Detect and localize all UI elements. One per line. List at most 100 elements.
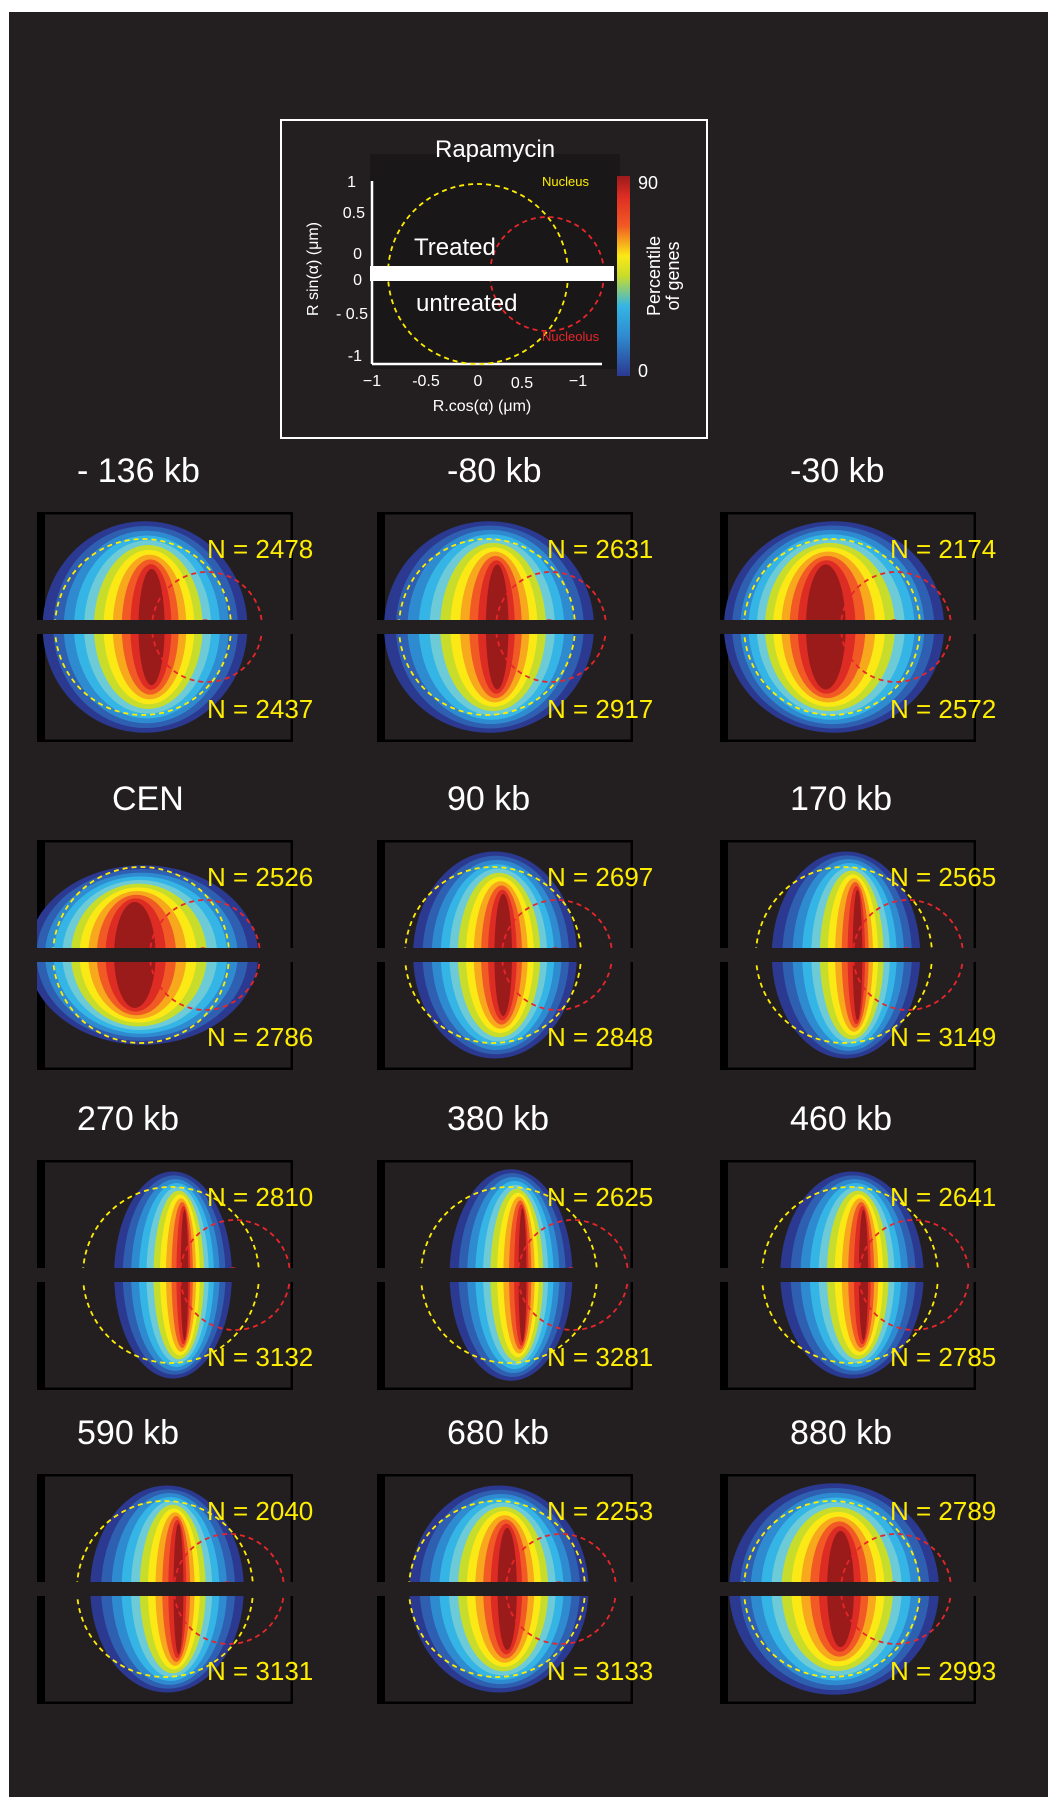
heatmap-panel: 880 kb N = 2789 N = 2993 bbox=[720, 1414, 996, 1704]
treated-untreated-divider bbox=[720, 948, 976, 962]
n-treated-label: N = 2174 bbox=[890, 534, 997, 564]
heatmap-plot bbox=[377, 512, 633, 742]
treated-untreated-divider bbox=[720, 1582, 976, 1596]
n-treated-label: N = 2565 bbox=[890, 862, 997, 892]
x-axis-label: R.cos(α) (μm) bbox=[433, 398, 531, 415]
figure-canvas: Rapamycin Treated untreated Nucleus Nucl… bbox=[9, 12, 1048, 1797]
untreated-label: untreated bbox=[416, 290, 517, 317]
heatmap-plot bbox=[377, 840, 633, 1070]
nucleus-label: Nucleus bbox=[542, 174, 589, 189]
n-untreated-label: N = 2437 bbox=[207, 694, 314, 724]
y-tick: 0 bbox=[353, 246, 362, 263]
treated-label: Treated bbox=[414, 234, 496, 261]
treated-untreated-divider bbox=[377, 620, 633, 634]
treated-untreated-divider bbox=[377, 948, 633, 962]
legend-plot-frame bbox=[370, 154, 620, 369]
n-untreated-label: N = 3281 bbox=[547, 1342, 654, 1372]
treated-untreated-divider bbox=[720, 620, 976, 634]
x-tick: −1 bbox=[569, 373, 587, 390]
colorbar-label-line1: Percentile bbox=[644, 236, 664, 316]
x-tick: −1 bbox=[363, 373, 381, 390]
treated-untreated-divider bbox=[37, 620, 293, 634]
colorbar-max: 90 bbox=[638, 173, 658, 193]
y-axis-label: R sin(α) (μm) bbox=[305, 222, 322, 316]
n-untreated-label: N = 3132 bbox=[207, 1342, 314, 1372]
heatmap-plot bbox=[720, 512, 976, 742]
n-treated-label: N = 2478 bbox=[207, 534, 314, 564]
heatmap-plot bbox=[37, 840, 293, 1070]
n-untreated-label: N = 2848 bbox=[547, 1022, 654, 1052]
n-treated-label: N = 2697 bbox=[547, 862, 654, 892]
panel-title: 460 kb bbox=[790, 1100, 893, 1138]
n-untreated-label: N = 2786 bbox=[207, 1022, 314, 1052]
colorbar bbox=[617, 176, 630, 376]
panel-title: CEN bbox=[112, 780, 184, 818]
y-tick: 0 bbox=[353, 272, 362, 289]
colorbar-min: 0 bbox=[638, 361, 648, 381]
heatmap-panel: 270 kb N = 2810 N = 3132 bbox=[37, 1100, 313, 1390]
colorbar-label-line2: of genes bbox=[663, 241, 683, 310]
treated-untreated-divider bbox=[37, 1582, 293, 1596]
panel-title: 880 kb bbox=[790, 1414, 893, 1452]
heatmap-plot bbox=[37, 512, 293, 742]
heatmap-panel: 380 kb N = 2625 N = 3281 bbox=[377, 1100, 653, 1390]
heatmap-plot bbox=[720, 840, 976, 1070]
treated-untreated-divider bbox=[370, 266, 614, 281]
heatmap-panel: -30 kb N = 2174 N = 2572 bbox=[720, 452, 996, 742]
panel-title: 90 kb bbox=[447, 780, 531, 818]
nucleolus-label: Nucleolus bbox=[542, 329, 600, 344]
x-tick: 0 bbox=[474, 373, 483, 390]
panel-title: 170 kb bbox=[790, 780, 893, 818]
n-untreated-label: N = 3131 bbox=[207, 1656, 314, 1686]
panel-title: - 136 kb bbox=[77, 452, 200, 490]
y-tick: - 0.5 bbox=[336, 306, 368, 323]
n-untreated-label: N = 2572 bbox=[890, 694, 997, 724]
n-treated-label: N = 2040 bbox=[207, 1496, 314, 1526]
heatmap-panel: 90 kb N = 2697 N = 2848 bbox=[377, 780, 653, 1070]
n-untreated-label: N = 2785 bbox=[890, 1342, 997, 1372]
n-treated-label: N = 2641 bbox=[890, 1182, 997, 1212]
n-treated-label: N = 2810 bbox=[207, 1182, 314, 1212]
legend-diagram: Rapamycin Treated untreated Nucleus Nucl… bbox=[305, 136, 683, 415]
panel-title: 270 kb bbox=[77, 1100, 180, 1138]
n-untreated-label: N = 3133 bbox=[547, 1656, 654, 1686]
panel-title: -30 kb bbox=[790, 452, 885, 490]
treated-untreated-divider bbox=[720, 1268, 976, 1282]
x-tick: 0.5 bbox=[511, 375, 533, 392]
treated-untreated-divider bbox=[37, 948, 293, 962]
treated-untreated-divider bbox=[37, 1268, 293, 1282]
heatmap-panel: -80 kb N = 2631 N = 2917 bbox=[377, 452, 653, 742]
panel-title: 590 kb bbox=[77, 1414, 180, 1452]
heatmap-plot bbox=[377, 1160, 633, 1390]
heatmap-panel: 680 kb N = 2253 N = 3133 bbox=[377, 1414, 653, 1704]
n-treated-label: N = 2631 bbox=[547, 534, 654, 564]
heatmap-panel: 460 kb N = 2641 N = 2785 bbox=[720, 1100, 996, 1390]
n-treated-label: N = 2789 bbox=[890, 1496, 997, 1526]
y-tick: 0.5 bbox=[343, 205, 365, 222]
heatmap-plot bbox=[37, 1160, 293, 1390]
n-treated-label: N = 2625 bbox=[547, 1182, 654, 1212]
heatmap-plot bbox=[720, 1160, 976, 1390]
n-treated-label: N = 2526 bbox=[207, 862, 314, 892]
heatmap-panel: 170 kb N = 2565 N = 3149 bbox=[720, 780, 996, 1070]
x-tick: -0.5 bbox=[412, 373, 440, 390]
heatmap-plot bbox=[377, 1474, 633, 1704]
legend-panel: Rapamycin Treated untreated Nucleus Nucl… bbox=[280, 119, 708, 439]
heatmap-panel: CEN N = 2526 N = 2786 bbox=[37, 780, 313, 1070]
y-tick: 1 bbox=[347, 174, 356, 191]
heatmap-panel: - 136 kb N = 2478 N = 2437 bbox=[37, 452, 313, 742]
treated-untreated-divider bbox=[377, 1582, 633, 1596]
legend-title: Rapamycin bbox=[435, 136, 555, 163]
n-untreated-label: N = 2917 bbox=[547, 694, 654, 724]
heatmap-plot bbox=[37, 1474, 293, 1704]
n-untreated-label: N = 3149 bbox=[890, 1022, 997, 1052]
panel-title: -80 kb bbox=[447, 452, 542, 490]
heatmap-panel: 590 kb N = 2040 N = 3131 bbox=[37, 1414, 313, 1704]
y-tick: -1 bbox=[348, 348, 362, 365]
panel-title: 680 kb bbox=[447, 1414, 550, 1452]
heatmap-plot bbox=[720, 1474, 976, 1704]
n-treated-label: N = 2253 bbox=[547, 1496, 654, 1526]
panel-title: 380 kb bbox=[447, 1100, 550, 1138]
n-untreated-label: N = 2993 bbox=[890, 1656, 997, 1686]
treated-untreated-divider bbox=[377, 1268, 633, 1282]
